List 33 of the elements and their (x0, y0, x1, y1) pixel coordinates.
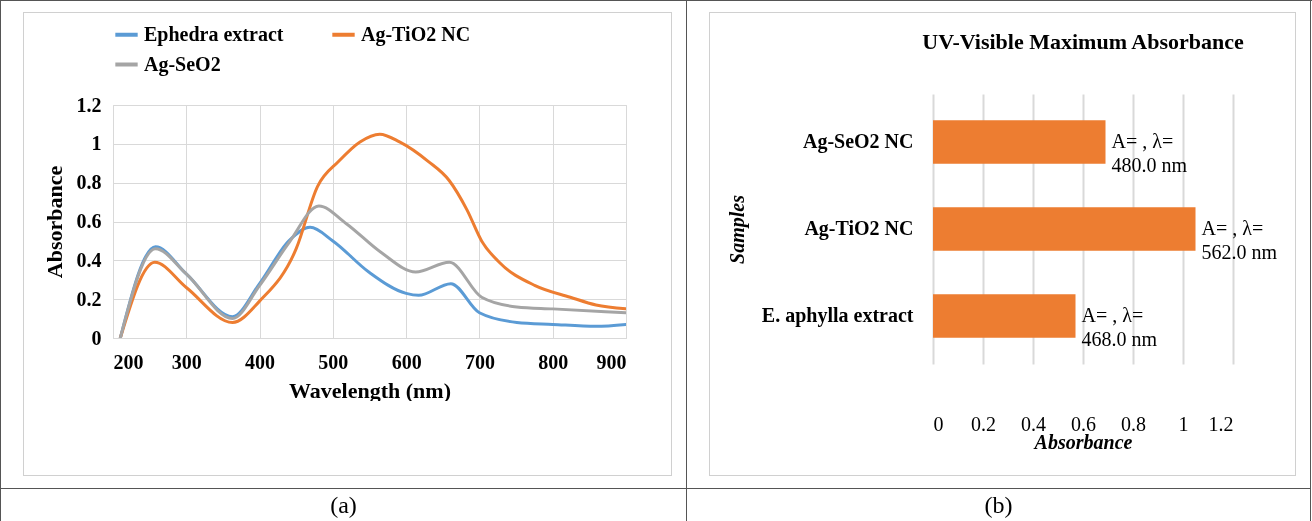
legend-label: Ag-SeO2 (144, 52, 221, 76)
legend-label: Ag-TiO2 NC (361, 22, 471, 46)
y-tick-label: 1 (91, 132, 102, 155)
y-tick-label: Ag-SeO2 NC (802, 129, 914, 153)
y-tick-label: 1.2 (76, 93, 102, 116)
x-tick-label: 300 (171, 350, 202, 373)
y-tick-label: 0.8 (76, 171, 102, 194)
y-tick-label: 0.6 (76, 210, 102, 232)
x-tick-label: 200 (113, 350, 144, 373)
annotation: A= , λ= 468.0 nm (1081, 304, 1158, 351)
x-tick-label: 0.2 (971, 412, 996, 435)
text: (b) (687, 489, 1311, 521)
x-tick-label: 0 (933, 412, 944, 435)
x-tick-label: 500 (318, 350, 349, 373)
annotation: A= , λ= 480.0 nm (1111, 129, 1188, 176)
x-tick-label: 400 (245, 350, 276, 373)
x-tick-label: 1.2 (1208, 412, 1234, 435)
y-tick-label: 0.2 (76, 287, 102, 310)
y-tick-label: E. aphylla extract (761, 304, 914, 328)
y-axis-title: Samples (725, 194, 749, 264)
x-tick-label: 600 (391, 350, 422, 373)
annotation: A= , λ= 562.0 nm (1201, 217, 1278, 263)
y-axis-title: Absorbance (41, 165, 67, 279)
legend-label: Ephedra extract (144, 22, 284, 46)
y-tick-label: Ag-TiO2 NC (804, 217, 914, 240)
x-tick-label: 800 (538, 350, 569, 373)
x-tick-label: 900 (596, 350, 627, 373)
text: (a) (1, 489, 687, 521)
chart-title: UV-Visible Maximum Absorbance (922, 29, 1244, 54)
y-tick-label: 0.4 (76, 248, 102, 271)
y-tick-label: 0 (91, 326, 102, 349)
x-tick-label: 1 (1178, 412, 1189, 435)
x-tick-label: 700 (464, 350, 495, 373)
